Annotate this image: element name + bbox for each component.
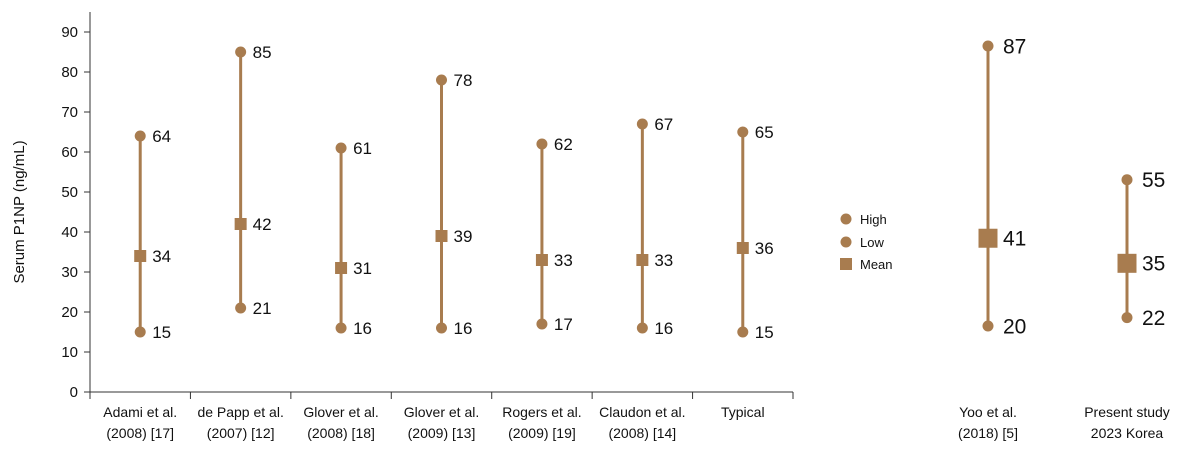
mean-marker (335, 262, 348, 274)
low-point (536, 318, 548, 330)
high-value-label: 65 (755, 123, 774, 142)
mean-marker (1117, 253, 1137, 273)
y-tick-label: 90 (61, 24, 78, 41)
low-point (737, 326, 749, 338)
axes: 0 10 20 30 40 50 60 70 80 90 Serum P1NP (ng/mL) Ada… (11, 12, 1170, 441)
mean-value-label: 34 (152, 247, 171, 266)
high-value-label: 87 (1003, 35, 1026, 58)
y-axis-label: Serum P1NP (ng/mL) (11, 140, 28, 283)
high-point (134, 130, 146, 142)
x-category-label-line2: (2008) [17] (106, 425, 174, 441)
mean-value-label: 36 (755, 239, 774, 258)
mean-value-label: 39 (454, 227, 473, 246)
legend-low-label: Low (860, 235, 884, 250)
y-tick-label: 0 (70, 384, 78, 401)
mean-marker (435, 230, 448, 242)
mean-marker (234, 218, 247, 230)
high-point (235, 46, 247, 58)
low-point (982, 320, 994, 332)
low-point (134, 326, 146, 338)
mean-marker (535, 254, 548, 266)
y-tick-label: 70 (61, 104, 78, 121)
high-point (436, 74, 447, 86)
low-value-label: 16 (353, 319, 372, 338)
x-category-label: de Papp et al. (197, 404, 283, 420)
high-point (536, 138, 548, 150)
x-category-label-line2: (2018) [5] (958, 425, 1018, 441)
low-point (436, 322, 447, 334)
y-tick-label: 30 (61, 264, 78, 281)
high-point (982, 40, 994, 52)
low-value-label: 17 (554, 315, 573, 334)
low-value-label: 15 (152, 323, 171, 342)
legend-mean-label: Mean (860, 257, 893, 272)
mean-marker (636, 254, 649, 266)
high-value-label: 78 (454, 71, 473, 90)
x-category-label-line2: (2008) [18] (307, 425, 375, 441)
high-value-label: 62 (554, 135, 573, 154)
mean-value-label: 41 (1003, 228, 1026, 251)
x-category-label-line2: (2008) [14] (608, 425, 676, 441)
mean-value-label: 42 (253, 215, 272, 234)
high-value-label: 64 (152, 127, 171, 146)
mean-marker (978, 228, 998, 248)
x-category-label: Glover et al. (303, 404, 378, 420)
mean-value-label: 35 (1142, 253, 1165, 276)
x-category-label: Adami et al. (103, 404, 177, 420)
y-tick-label: 10 (61, 344, 78, 361)
x-category-label: Present study (1084, 404, 1170, 420)
y-tick-label: 50 (61, 184, 78, 201)
low-value-label: 21 (253, 299, 272, 318)
legend-high-label: High (860, 212, 887, 227)
y-tick-label: 60 (61, 144, 78, 161)
high-point (335, 142, 347, 154)
low-value-label: 20 (1003, 315, 1026, 338)
x-category-label-line2: (2007) [12] (207, 425, 275, 441)
x-category-label-line2: 2023 Korea (1091, 425, 1164, 441)
y-tick-label: 40 (61, 224, 78, 241)
x-category-label: Yoo et al. (959, 404, 1017, 420)
mean-marker (134, 250, 147, 262)
mean-value-label: 31 (353, 259, 372, 278)
chart-marks: 64 34 15 85 42 21 61 31 16 78 39 16 62 33 17 67 33 16 65 36… (134, 35, 1165, 342)
low-point (1121, 312, 1133, 324)
legend-high-marker (840, 213, 852, 225)
x-category-label: Typical (721, 404, 765, 420)
high-value-label: 55 (1142, 169, 1165, 192)
high-point (737, 126, 749, 138)
x-category-label: Glover et al. (404, 404, 479, 420)
high-point (636, 118, 648, 130)
low-point (335, 322, 347, 334)
x-category-label: Claudon et al. (599, 404, 685, 420)
high-value-label: 85 (253, 43, 272, 62)
low-point (636, 322, 648, 334)
mean-marker (736, 242, 749, 254)
low-value-label: 15 (755, 323, 774, 342)
y-tick-label: 80 (61, 64, 78, 81)
legend-low-marker (840, 236, 852, 248)
high-value-label: 61 (353, 139, 372, 158)
low-point (235, 302, 247, 314)
mean-value-label: 33 (554, 251, 573, 270)
low-value-label: 22 (1142, 307, 1165, 330)
legend: High Low Mean (840, 212, 893, 272)
high-value-label: 67 (654, 115, 673, 134)
legend-mean-marker (840, 258, 852, 270)
y-tick-label: 20 (61, 304, 78, 321)
x-category-label-line2: (2009) [19] (508, 425, 576, 441)
x-category-label-line2: (2009) [13] (408, 425, 476, 441)
low-value-label: 16 (654, 319, 673, 338)
high-point (1121, 174, 1133, 186)
x-category-label: Rogers et al. (502, 404, 581, 420)
low-value-label: 16 (454, 319, 473, 338)
mean-value-label: 33 (654, 251, 673, 270)
